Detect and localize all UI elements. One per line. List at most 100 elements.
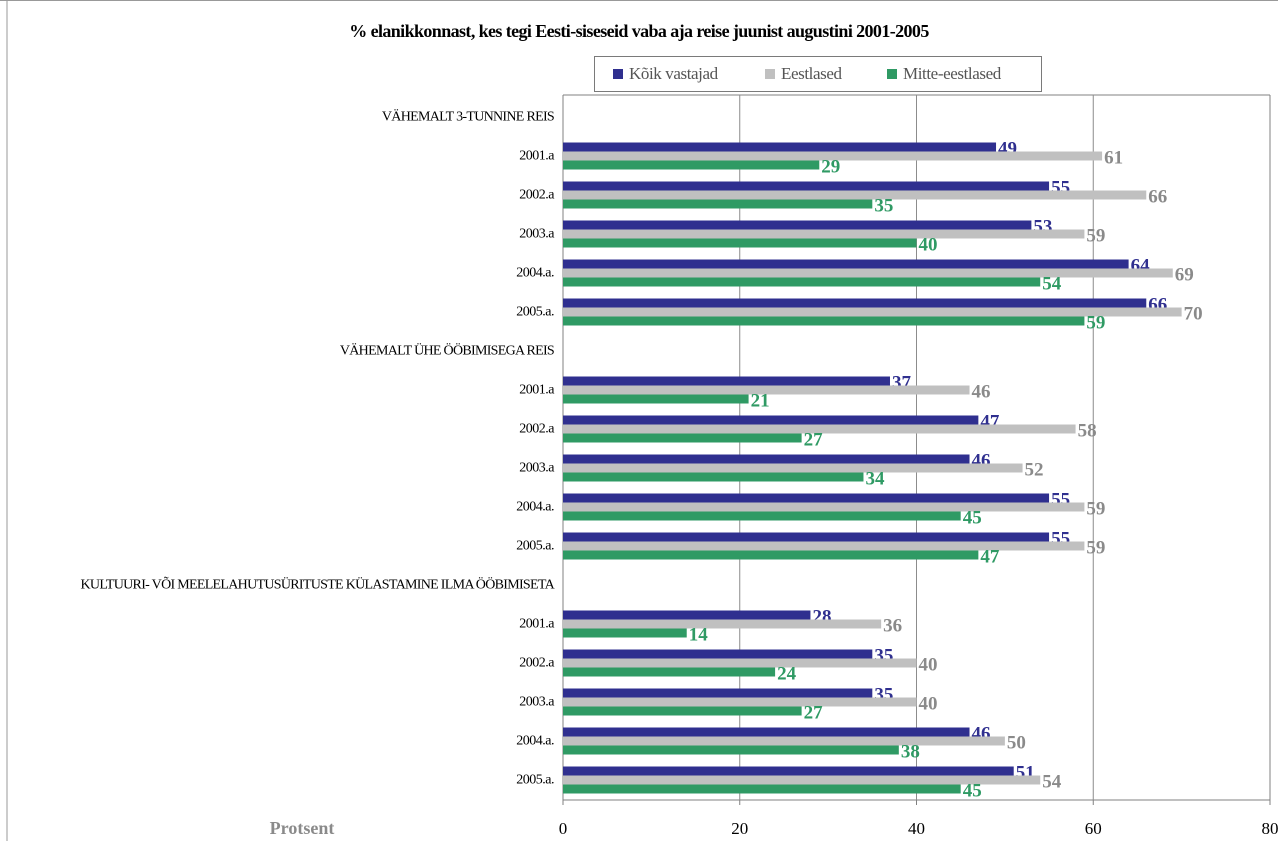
legend-swatch-mitte-eestlased: [887, 69, 897, 79]
bar-1-2002-a-koik-vastajad: [563, 181, 1050, 191]
legend-item-eestlased: Eestlased: [765, 63, 842, 85]
bar-1-2003-a-eestlased: [563, 229, 1085, 239]
bar-3-2001-a-eestlased: [563, 619, 882, 629]
bar-2-2003-a-mitte-eestlased: [563, 472, 864, 482]
data-label-2-2003-a-eestlased: 52: [1025, 460, 1044, 481]
x-tick-label-20: 20: [731, 819, 748, 838]
category-label-3-2003-a: 2003.a: [519, 695, 555, 710]
legend-swatch-koik-vastajad: [613, 69, 623, 79]
legend-item-koik-vastajad: Kõik vastajad: [613, 63, 718, 85]
data-label-1-2005-a-mitte-eestlased: 59: [1086, 313, 1105, 334]
data-label-1-2004-a-mitte-eestlased: 54: [1042, 274, 1062, 295]
bar-2-2001-a-mitte-eestlased: [563, 394, 749, 404]
bar-2-2003-a-koik-vastajad: [563, 454, 970, 464]
x-tick-label-60: 60: [1085, 819, 1102, 838]
chart-title: % elanikkonnast, kes tegi Eesti-siseseid…: [349, 21, 929, 41]
data-label-3-2003-a-eestlased: 40: [919, 694, 938, 715]
legend-label-koik-vastajad: Kõik vastajad: [629, 64, 718, 83]
bar-3-2001-a-koik-vastajad: [563, 610, 811, 620]
category-label-3-2002-a: 2002.a: [519, 656, 555, 671]
legend-swatch-eestlased: [765, 69, 775, 79]
data-label-2-2002-a-eestlased: 58: [1078, 421, 1097, 442]
category-label-3-2004-a: 2004.a.: [516, 734, 554, 749]
category-label-1-2003-a: 2003.a: [519, 227, 555, 242]
bar-2-2004-a-mitte-eestlased: [563, 511, 961, 521]
category-label-1-2002-a: 2002.a: [519, 188, 555, 203]
bar-2-2001-a-eestlased: [563, 385, 970, 395]
data-label-2-2003-a-mitte-eestlased: 34: [865, 469, 885, 490]
group-label-1: VÄHEMALT 3-TUNNINE REIS: [382, 108, 554, 125]
bar-3-2002-a-mitte-eestlased: [563, 667, 776, 677]
bar-3-2003-a-eestlased: [563, 697, 917, 707]
data-label-3-2002-a-mitte-eestlased: 24: [777, 664, 797, 685]
bar-1-2001-a-mitte-eestlased: [563, 160, 820, 170]
bar-2-2003-a-eestlased: [563, 463, 1023, 473]
data-label-3-2005-a-eestlased: 54: [1042, 772, 1062, 793]
bar-2-2005-a-eestlased: [563, 541, 1085, 551]
data-label-3-2001-a-eestlased: 36: [883, 616, 902, 637]
bar-2-2002-a-koik-vastajad: [563, 415, 979, 425]
legend-item-mitte-eestlased: Mitte-eestlased: [887, 63, 1001, 85]
bar-3-2002-a-koik-vastajad: [563, 649, 873, 659]
bar-2-2001-a-koik-vastajad: [563, 376, 890, 386]
category-label-3-2005-a: 2005.a.: [516, 773, 554, 788]
bar-3-2001-a-mitte-eestlased: [563, 628, 687, 638]
category-label-2-2001-a: 2001.a: [519, 383, 555, 398]
data-label-3-2004-a-eestlased: 50: [1007, 733, 1026, 754]
x-axis-title: Protsent: [270, 818, 335, 838]
category-label-2-2003-a: 2003.a: [519, 461, 555, 476]
bar-2-2004-a-eestlased: [563, 502, 1085, 512]
bar-3-2004-a-mitte-eestlased: [563, 745, 899, 755]
bar-2-2002-a-mitte-eestlased: [563, 433, 802, 443]
bar-1-2001-a-koik-vastajad: [563, 142, 997, 152]
data-label-1-2002-a-mitte-eestlased: 35: [874, 196, 893, 217]
data-label-3-2001-a-mitte-eestlased: 14: [689, 625, 709, 646]
legend: Kõik vastajad Eestlased Mitte-eestlased: [594, 56, 1042, 92]
data-label-1-2004-a-eestlased: 69: [1175, 265, 1194, 286]
bar-1-2005-a-mitte-eestlased: [563, 316, 1085, 326]
bar-1-2004-a-koik-vastajad: [563, 259, 1129, 269]
data-label-2-2004-a-eestlased: 59: [1086, 499, 1105, 520]
data-label-2-2004-a-mitte-eestlased: 45: [963, 508, 982, 529]
category-label-3-2001-a: 2001.a: [519, 617, 555, 632]
category-label-2-2004-a: 2004.a.: [516, 500, 554, 515]
bar-3-2004-a-koik-vastajad: [563, 727, 970, 737]
data-label-1-2001-a-mitte-eestlased: 29: [821, 157, 840, 178]
data-label-1-2002-a-eestlased: 66: [1148, 187, 1167, 208]
data-label-1-2001-a-eestlased: 61: [1104, 148, 1123, 169]
category-label-1-2004-a: 2004.a.: [516, 266, 554, 281]
bar-3-2004-a-eestlased: [563, 736, 1005, 746]
bar-1-2004-a-eestlased: [563, 268, 1173, 278]
bar-1-2003-a-koik-vastajad: [563, 220, 1032, 230]
bar-3-2003-a-koik-vastajad: [563, 688, 873, 698]
legend-label-eestlased: Eestlased: [781, 64, 842, 83]
legend-label-mitte-eestlased: Mitte-eestlased: [903, 64, 1001, 83]
data-label-3-2003-a-mitte-eestlased: 27: [804, 703, 824, 724]
data-label-2-2002-a-mitte-eestlased: 27: [804, 430, 824, 451]
bar-2-2004-a-koik-vastajad: [563, 493, 1050, 503]
x-tick-label-0: 0: [559, 819, 568, 838]
category-label-1-2005-a: 2005.a.: [516, 305, 554, 320]
bar-1-2003-a-mitte-eestlased: [563, 238, 917, 248]
data-label-3-2004-a-mitte-eestlased: 38: [901, 742, 920, 763]
bar-3-2005-a-koik-vastajad: [563, 766, 1014, 776]
bar-1-2005-a-eestlased: [563, 307, 1182, 317]
group-label-3: KULTUURI- VÕI MEELELAHUTUSÜRITUSTE KÜLAS…: [81, 576, 556, 593]
bar-3-2005-a-mitte-eestlased: [563, 784, 961, 794]
data-label-1-2003-a-eestlased: 59: [1086, 226, 1105, 247]
bar-1-2002-a-mitte-eestlased: [563, 199, 873, 209]
bar-1-2001-a-eestlased: [563, 151, 1103, 161]
bar-2-2002-a-eestlased: [563, 424, 1076, 434]
data-label-2-2001-a-mitte-eestlased: 21: [751, 391, 770, 412]
data-label-3-2005-a-mitte-eestlased: 45: [963, 781, 982, 802]
data-label-2-2005-a-mitte-eestlased: 47: [980, 547, 1000, 568]
data-label-1-2003-a-mitte-eestlased: 40: [919, 235, 938, 256]
category-label-2-2002-a: 2002.a: [519, 422, 555, 437]
x-tick-label-40: 40: [908, 819, 925, 838]
bar-2-2005-a-koik-vastajad: [563, 532, 1050, 542]
data-label-1-2005-a-eestlased: 70: [1184, 304, 1203, 325]
data-label-3-2002-a-eestlased: 40: [919, 655, 938, 676]
category-label-2-2005-a: 2005.a.: [516, 539, 554, 554]
